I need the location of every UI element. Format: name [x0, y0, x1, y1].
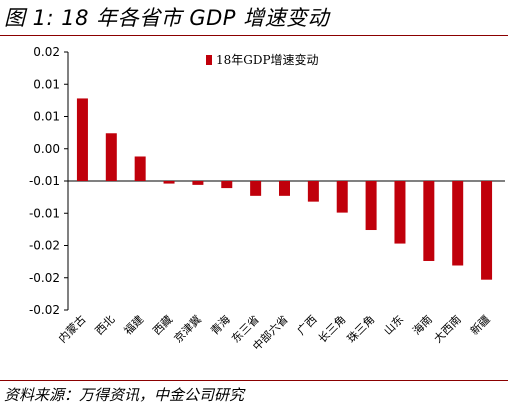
x-tick-label: 海南 [409, 312, 434, 337]
bars [76, 98, 493, 280]
bar [307, 181, 319, 202]
source-rule [0, 380, 508, 381]
y-tick-label: -0.01 [29, 206, 60, 220]
bar [163, 181, 175, 184]
x-tick-label: 广西 [295, 313, 320, 338]
bar [365, 181, 377, 231]
legend-label: 18年GDP增速变动 [216, 52, 319, 67]
bar-chart: 0.02 0.01 0.01 0.00 -0.01 -0.01 -0.02 -0.02 -0.0… [29, 45, 505, 353]
y-tick-label: 0.01 [33, 110, 60, 124]
y-tick-label: -0.01 [29, 174, 60, 188]
bar [279, 181, 290, 196]
y-tick-label: 0.02 [33, 45, 60, 59]
bar [250, 181, 262, 196]
bar [481, 181, 493, 280]
title-rule [0, 35, 508, 36]
x-tick-label: 西北 [93, 313, 118, 338]
x-tick-label: 福建 [121, 312, 146, 337]
y-tick-label: -0.02 [29, 303, 60, 317]
x-tick-label: 长三角 [316, 313, 349, 346]
chart-title: 图 1: 18 年各省市 GDP 增速变动 [4, 6, 330, 30]
source-note: 资料来源：万得资讯，中金公司研究 [4, 386, 245, 404]
bar [394, 181, 406, 244]
x-tick-label: 内蒙古 [55, 312, 88, 345]
y-tick-label: -0.02 [29, 271, 60, 285]
x-tick-label: 西藏 [150, 313, 175, 338]
x-tick-label: 大西南 [431, 312, 464, 345]
y-tick-label: -0.02 [29, 239, 60, 253]
bar [134, 156, 146, 181]
bar [423, 181, 435, 261]
x-tick-label: 珠三角 [344, 312, 377, 345]
bar [336, 181, 348, 213]
y-tick-label: 0.00 [33, 142, 60, 156]
legend-swatch [206, 55, 212, 65]
x-tick-label: 京津冀 [171, 312, 204, 345]
bar [452, 181, 464, 266]
legend: 18年GDP增速变动 [206, 52, 319, 67]
bar [105, 133, 117, 181]
y-tick-label: 0.01 [33, 77, 60, 91]
x-tick-label: 青海 [207, 312, 232, 337]
x-tick-label: 新疆 [467, 312, 492, 337]
bar [221, 181, 233, 189]
bar [192, 181, 204, 185]
bar [76, 98, 88, 181]
x-tick-label: 山东 [381, 313, 406, 338]
